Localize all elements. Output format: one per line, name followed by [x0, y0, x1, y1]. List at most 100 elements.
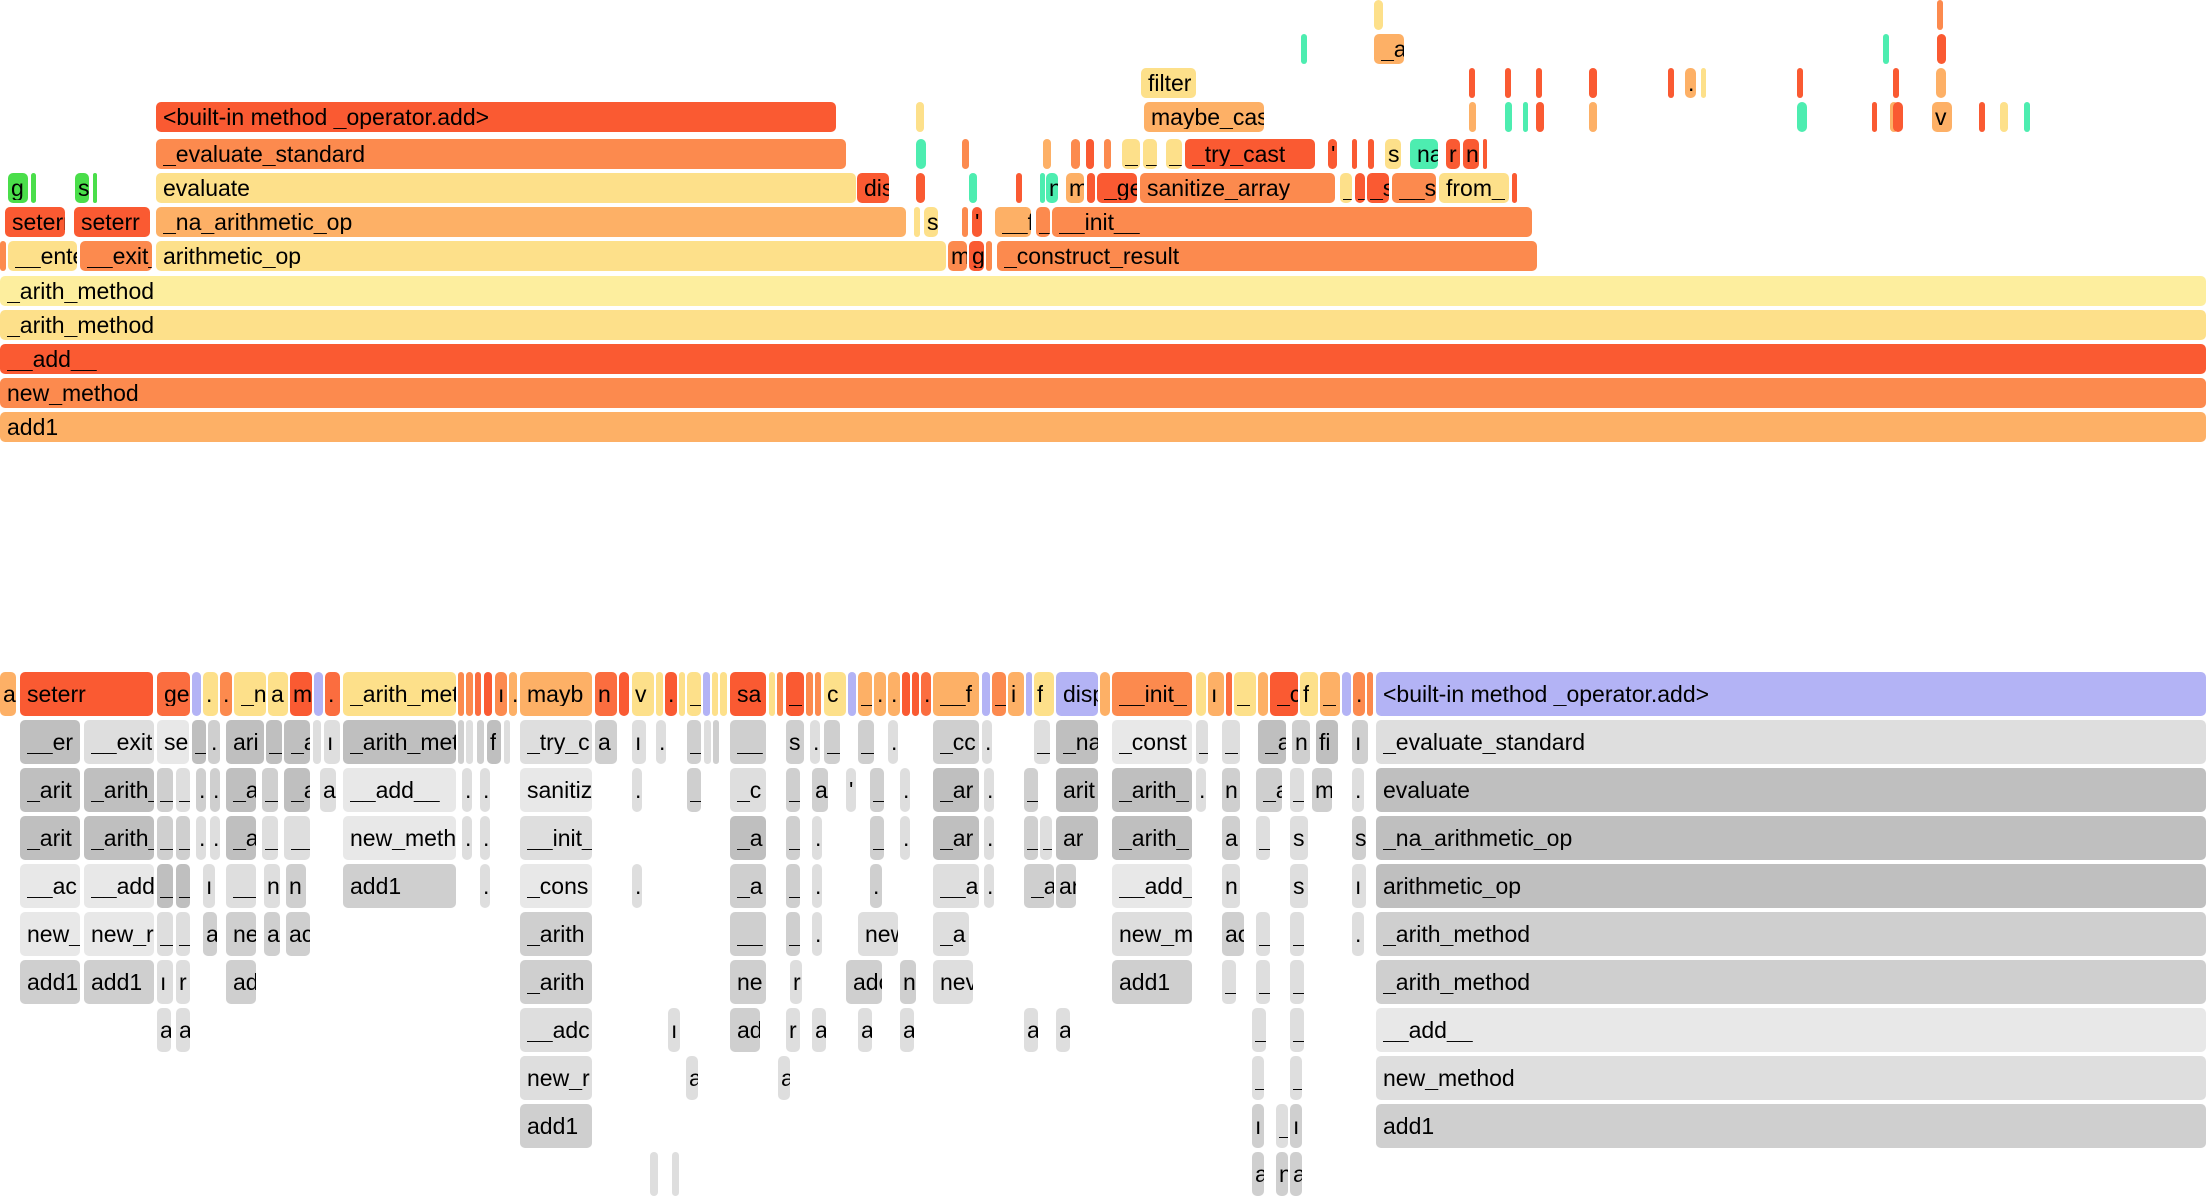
flame-frame[interactable] — [619, 672, 629, 716]
flame-frame[interactable]: s — [1385, 139, 1401, 169]
flame-frame[interactable]: __ — [226, 864, 256, 908]
flame-frame[interactable]: a — [595, 720, 617, 764]
flame-frame[interactable] — [806, 672, 813, 716]
flame-frame[interactable] — [1469, 102, 1476, 132]
flame-frame[interactable]: _arith — [520, 960, 592, 1004]
flame-frame[interactable] — [1536, 68, 1542, 98]
flame-frame[interactable]: arithmetic_op — [1376, 864, 2206, 908]
flame-frame[interactable]: _ — [1143, 139, 1157, 169]
flame-frame[interactable]: . — [984, 816, 994, 860]
flame-frame[interactable]: _ — [1034, 720, 1050, 764]
flame-frame[interactable]: ne — [226, 912, 256, 956]
flame-frame[interactable] — [1100, 672, 1110, 716]
flame-frame[interactable]: seterr — [74, 207, 150, 237]
flame-frame[interactable]: n — [1463, 139, 1479, 169]
flame-frame[interactable] — [477, 720, 484, 764]
flame-frame[interactable]: . — [984, 768, 994, 812]
flame-frame[interactable]: _a — [730, 816, 766, 860]
flame-frame[interactable]: n — [595, 672, 617, 716]
flame-frame[interactable] — [1505, 102, 1512, 132]
flame-frame[interactable] — [982, 672, 990, 716]
flame-frame[interactable] — [504, 720, 510, 764]
flame-frame[interactable]: ne — [730, 960, 766, 1004]
flame-frame[interactable] — [1086, 139, 1094, 169]
flame-frame[interactable] — [1936, 68, 1946, 98]
flame-frame[interactable]: _ar — [933, 768, 979, 812]
flame-frame[interactable]: ı — [203, 864, 215, 908]
flame-frame[interactable]: . — [480, 768, 490, 812]
flame-frame[interactable]: _ — [1024, 816, 1038, 860]
flame-frame[interactable]: a — [858, 1008, 872, 1052]
flame-frame[interactable]: _ — [687, 768, 701, 812]
flame-frame[interactable]: _ — [1320, 672, 1340, 716]
flame-frame[interactable] — [475, 672, 481, 716]
flame-frame[interactable]: m — [948, 241, 967, 271]
flame-frame[interactable] — [916, 173, 925, 203]
flame-frame[interactable]: ac — [286, 912, 310, 956]
flame-frame[interactable]: . — [210, 816, 220, 860]
flame-frame[interactable] — [1258, 672, 1268, 716]
flame-frame[interactable]: r — [790, 960, 802, 1004]
flame-frame[interactable] — [313, 720, 321, 764]
flame-frame[interactable]: _ — [1166, 139, 1182, 169]
flame-frame[interactable]: . — [1196, 768, 1206, 812]
flame-frame[interactable]: sanitiz — [520, 768, 592, 812]
flame-frame[interactable] — [1883, 34, 1889, 64]
flame-frame[interactable]: . — [812, 912, 822, 956]
flame-frame[interactable] — [1368, 139, 1374, 169]
flame-frame[interactable]: s — [786, 720, 804, 764]
flame-frame[interactable] — [1893, 68, 1899, 98]
flame-frame[interactable]: _ — [1252, 1008, 1266, 1052]
flame-frame[interactable]: g — [8, 173, 28, 203]
flame-frame[interactable] — [916, 102, 924, 132]
flame-frame[interactable] — [679, 672, 685, 716]
flame-frame[interactable]: _n — [234, 672, 266, 716]
flame-frame[interactable]: evaluate — [1376, 768, 2206, 812]
flame-frame[interactable]: . — [656, 720, 666, 764]
flame-frame[interactable] — [1668, 68, 1674, 98]
flame-frame[interactable]: new_meth — [343, 816, 456, 860]
flame-frame[interactable]: . — [462, 816, 472, 860]
flame-frame[interactable] — [1979, 102, 1985, 132]
flame-frame[interactable] — [1071, 139, 1080, 169]
flame-frame[interactable]: disp — [1056, 672, 1098, 716]
flame-frame[interactable]: _try_c — [520, 720, 592, 764]
flame-frame[interactable]: _ — [1256, 960, 1270, 1004]
flame-frame[interactable]: _ — [786, 864, 800, 908]
flame-frame[interactable]: a — [264, 912, 280, 956]
flame-frame[interactable]: _ — [176, 816, 190, 860]
flame-frame[interactable]: __er — [20, 720, 80, 764]
flame-frame[interactable]: _ — [262, 816, 278, 860]
flame-frame[interactable] — [650, 1152, 658, 1196]
flame-frame[interactable]: sanitize_array — [1140, 173, 1335, 203]
flame-frame[interactable]: __ — [730, 912, 766, 956]
flame-frame[interactable]: __fi — [995, 207, 1031, 237]
flame-frame[interactable]: __exit__ — [80, 241, 152, 271]
flame-frame[interactable]: _ — [1290, 1056, 1302, 1100]
flame-frame[interactable] — [192, 672, 201, 716]
flame-frame[interactable]: filter — [1141, 68, 1196, 98]
flame-frame[interactable]: _ar — [1024, 864, 1054, 908]
flame-frame[interactable]: . — [888, 672, 900, 716]
flame-frame[interactable]: n — [900, 960, 916, 1004]
flame-frame[interactable]: . — [1352, 912, 1364, 956]
flame-frame[interactable]: ac — [1222, 912, 1244, 956]
flame-frame[interactable]: __adc — [520, 1008, 592, 1052]
flame-frame[interactable]: new_m — [1112, 912, 1192, 956]
flame-frame[interactable]: _arith_ — [84, 816, 154, 860]
flame-frame[interactable]: _ — [1024, 768, 1038, 812]
flame-frame[interactable] — [1226, 672, 1232, 716]
flame-frame[interactable]: f — [487, 720, 501, 764]
flame-frame[interactable]: . — [900, 816, 910, 860]
flame-frame[interactable]: __se — [1392, 173, 1436, 203]
flame-frame[interactable]: a — [268, 672, 288, 716]
flame-frame[interactable]: . — [1352, 768, 1364, 812]
flame-frame[interactable] — [1512, 173, 1517, 203]
flame-frame[interactable]: arithmetic_op — [156, 241, 946, 271]
flame-frame[interactable]: m — [1312, 768, 1332, 812]
flame-frame[interactable] — [712, 672, 718, 716]
flame-frame[interactable]: _try_cast — [1185, 139, 1315, 169]
flame-frame[interactable]: . — [480, 864, 490, 908]
flame-frame[interactable]: _ — [1290, 768, 1304, 812]
flame-frame[interactable]: a — [1290, 1152, 1302, 1196]
